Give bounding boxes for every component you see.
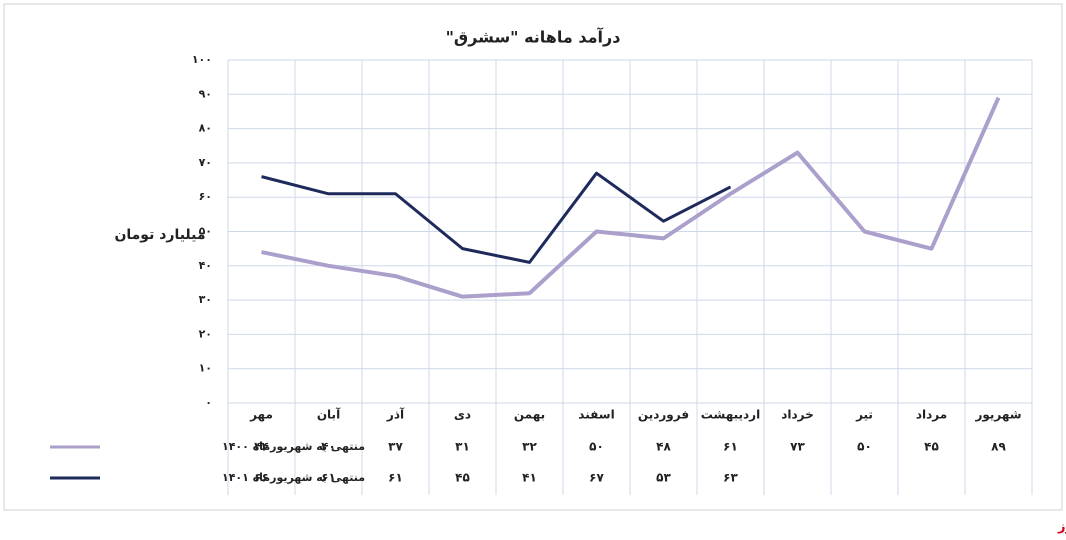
y-tick-label: ۲۰: [199, 327, 212, 340]
y-tick-label: ۴۰: [199, 259, 212, 272]
series-line: [261, 171, 732, 264]
y-axis-label: میلیارد تومان: [114, 227, 205, 243]
y-tick-label: ۸۰: [199, 122, 212, 135]
y-tick-label: ۱۰: [199, 362, 212, 375]
x-tick-label: بهمن: [514, 408, 545, 422]
x-tick-label: اسفند: [578, 408, 614, 422]
y-tick-label: ۰: [205, 396, 212, 409]
x-tick-label: شهریور: [974, 408, 1021, 423]
data-label: ۵۳: [656, 471, 671, 485]
x-tick-label: آذر: [386, 407, 405, 422]
x-tick-label: تیر: [855, 408, 873, 422]
x-tick-label: فروردین: [638, 408, 689, 423]
data-label: ۴۵: [924, 440, 939, 454]
data-label: ۴۴: [254, 440, 269, 454]
data-label: ۶۷: [589, 471, 604, 485]
y-tick-label: ۹۰: [199, 87, 212, 100]
chart-title: درآمد ماهانه "سشرق": [446, 27, 621, 47]
data-label: ۳۲: [522, 440, 537, 454]
data-label: ۶۱: [723, 440, 738, 454]
chart-border: [3, 3, 1063, 511]
x-tick-label: خرداد: [781, 408, 814, 422]
data-label: ۵۰: [589, 440, 604, 454]
x-tick-label: آبان: [317, 407, 341, 422]
data-label: ۴۸: [656, 440, 671, 454]
x-tick-label: مهر: [249, 408, 273, 422]
y-tick-label: ۶۰: [199, 190, 212, 203]
y-tick-label: ۷۰: [199, 156, 212, 169]
y-tick-label: ۳۰: [199, 293, 212, 306]
series-line: [261, 96, 1001, 299]
data-label: ۴۵: [455, 471, 470, 485]
data-label: ۵۰: [857, 440, 872, 454]
x-tick-label: اردیبهشت: [701, 408, 760, 422]
x-tick-label: مرداد: [916, 408, 947, 422]
data-label: ۴۱: [522, 471, 537, 485]
data-label: ۶۳: [723, 471, 738, 485]
data-label: ۶۱: [321, 471, 336, 485]
data-label: ۸۹: [991, 440, 1006, 454]
data-label: ۶۱: [388, 471, 403, 485]
footer: بورس نیوز: [1057, 520, 1066, 535]
legend-label: منتهی به شهریورماه ۱۴۰۱: [222, 471, 365, 484]
y-tick-label: ۵۰: [199, 225, 212, 238]
data-label: ۴۰: [321, 440, 336, 454]
data-label: ۳۱: [455, 440, 470, 454]
data-label: ۶۶: [254, 471, 269, 485]
legend-label: منتهی به شهریورماه ۱۴۰۰: [222, 440, 365, 453]
data-label: ۳۷: [388, 440, 403, 454]
y-tick-label: ۱۰۰: [192, 53, 212, 66]
data-label: ۷۳: [790, 440, 805, 454]
x-tick-label: دی: [454, 408, 471, 422]
